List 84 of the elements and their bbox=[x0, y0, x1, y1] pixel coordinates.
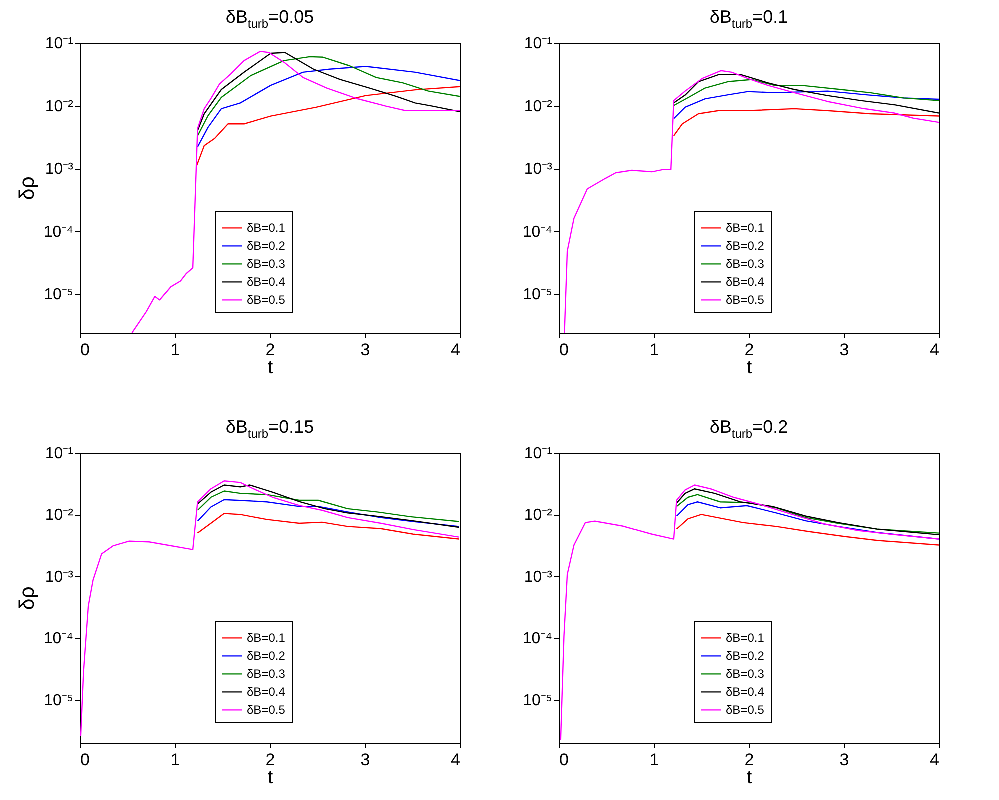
x-axis-title: t bbox=[268, 358, 274, 378]
line-series bbox=[197, 513, 460, 540]
legend-label: δB=0.5 bbox=[726, 293, 765, 308]
y-tick-label: 10⁻⁴ bbox=[44, 630, 74, 648]
line-series bbox=[197, 66, 460, 148]
chart-title: δB$_{turb}$=0.05 bbox=[226, 7, 314, 31]
legend-label: δB=0.2 bbox=[726, 239, 765, 254]
line-series bbox=[80, 480, 460, 737]
legend-label: δB=0.4 bbox=[726, 275, 765, 290]
chart-title: δB$_{turb}$=0.1 bbox=[710, 7, 788, 31]
x-tick-label: 4 bbox=[930, 340, 940, 360]
x-tick-label: 0 bbox=[80, 340, 90, 360]
y-tick-label: 10⁻⁵ bbox=[523, 286, 552, 304]
legend-label: δB=0.3 bbox=[726, 667, 765, 682]
x-tick-label: 4 bbox=[930, 750, 940, 770]
line-series bbox=[132, 50, 460, 333]
legend-label: δB=0.5 bbox=[726, 703, 765, 718]
x-tick-label: 3 bbox=[840, 340, 850, 360]
y-tick-label: 10⁻³ bbox=[524, 568, 554, 586]
legend-label: δB=0.5 bbox=[247, 293, 286, 308]
y-tick-label: 10⁻² bbox=[524, 98, 554, 116]
y-tick-label: 10⁻⁴ bbox=[522, 630, 553, 648]
line-series bbox=[197, 490, 460, 522]
x-tick-label: 1 bbox=[170, 340, 180, 360]
y-tick-label: 10⁻² bbox=[45, 507, 74, 524]
y-tick-label: 10⁻¹ bbox=[524, 446, 552, 462]
y-tick-label: 10⁻⁵ bbox=[523, 692, 552, 710]
y-tick-label: 10⁻⁵ bbox=[44, 692, 74, 710]
x-axis-title: t bbox=[268, 768, 274, 788]
line-series bbox=[676, 494, 939, 534]
line-series bbox=[673, 90, 939, 120]
line-series bbox=[673, 79, 939, 106]
x-tick-label: 1 bbox=[650, 750, 660, 770]
x-tick-label: 4 bbox=[451, 340, 460, 360]
y-tick-label: 10⁻⁴ bbox=[522, 224, 553, 241]
line-series bbox=[560, 484, 939, 742]
line-series bbox=[676, 514, 939, 546]
legend-label: δB=0.5 bbox=[247, 703, 286, 718]
legend-label: δB=0.1 bbox=[247, 631, 286, 646]
x-axis-title: t bbox=[746, 768, 753, 788]
legend-label: δB=0.1 bbox=[726, 631, 765, 646]
x-tick-label: 0 bbox=[80, 750, 90, 770]
line-series bbox=[197, 499, 460, 528]
y-tick-label: 10⁻¹ bbox=[524, 36, 552, 52]
line-series bbox=[673, 108, 939, 137]
y-tick-label: 10⁻³ bbox=[524, 161, 554, 178]
legend-label: δB=0.1 bbox=[247, 221, 286, 236]
legend-label: δB=0.3 bbox=[247, 667, 286, 682]
x-tick-label: 3 bbox=[360, 750, 370, 770]
x-tick-label: 3 bbox=[840, 750, 850, 770]
x-tick-label: 2 bbox=[266, 340, 276, 360]
x-tick-label: 2 bbox=[744, 750, 754, 770]
legend-label: δB=0.4 bbox=[726, 685, 765, 700]
y-axis-title: δρ bbox=[16, 586, 39, 610]
y-tick-label: 10⁻³ bbox=[45, 568, 74, 586]
legend-label: δB=0.3 bbox=[726, 257, 765, 272]
x-tick-label: 1 bbox=[650, 340, 660, 360]
legend-label: δB=0.2 bbox=[247, 239, 286, 254]
x-axis-title: t bbox=[746, 358, 753, 378]
legend-label: δB=0.4 bbox=[247, 275, 286, 290]
line-series bbox=[196, 86, 460, 167]
chart-title: δB$_{turb}$=0.15 bbox=[226, 417, 314, 441]
x-tick-label: 0 bbox=[560, 340, 569, 360]
x-tick-label: 4 bbox=[451, 750, 460, 770]
legend-label: δB=0.4 bbox=[247, 685, 286, 700]
legend-label: δB=0.2 bbox=[247, 649, 286, 664]
y-axis-title: δρ bbox=[16, 176, 39, 200]
y-tick-label: 10⁻⁴ bbox=[44, 224, 74, 241]
y-tick-label: 10⁻³ bbox=[45, 161, 74, 178]
x-tick-label: 0 bbox=[560, 750, 569, 770]
y-tick-label: 10⁻¹ bbox=[45, 446, 74, 462]
y-tick-label: 10⁻² bbox=[45, 98, 74, 116]
x-tick-label: 2 bbox=[266, 750, 276, 770]
x-tick-label: 2 bbox=[744, 340, 754, 360]
x-tick-label: 1 bbox=[170, 750, 180, 770]
y-tick-label: 10⁻² bbox=[524, 507, 554, 524]
legend-label: δB=0.3 bbox=[247, 257, 286, 272]
y-tick-label: 10⁻¹ bbox=[45, 36, 74, 52]
line-series bbox=[564, 70, 939, 333]
legend-label: δB=0.2 bbox=[726, 649, 765, 664]
y-tick-label: 10⁻⁵ bbox=[44, 286, 74, 304]
chart-title: δB$_{turb}$=0.2 bbox=[710, 417, 788, 441]
x-tick-label: 3 bbox=[360, 340, 370, 360]
legend-label: δB=0.1 bbox=[726, 221, 765, 236]
